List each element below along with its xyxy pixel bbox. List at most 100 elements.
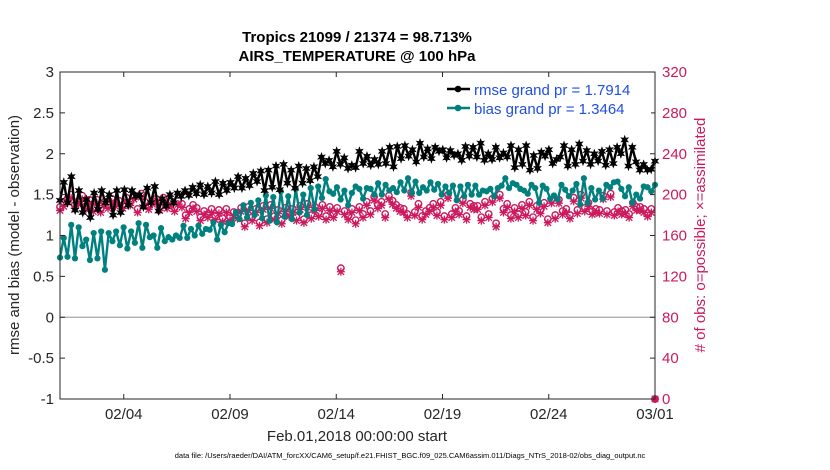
bias-point [157, 225, 165, 232]
obs-assimilated-point [643, 212, 652, 221]
rmse-point [385, 142, 395, 153]
bias-point [472, 182, 479, 189]
bias-point [195, 222, 202, 229]
bias-point [550, 192, 558, 199]
x-tick-label: 02/24 [530, 406, 568, 423]
obs-assimilated-point [473, 205, 482, 214]
x-tick-label: 03/01 [636, 406, 674, 423]
rmse-point [358, 158, 368, 169]
obs-assimilated-point [248, 216, 257, 225]
bias-point [255, 197, 262, 204]
rmse-point [415, 138, 425, 149]
rmse-point [499, 147, 508, 158]
obs-assimilated-point [566, 214, 574, 223]
obs-assimilated-point [388, 200, 397, 209]
rmse-point [123, 200, 133, 211]
bias-point [502, 175, 509, 182]
rmse-point [66, 171, 76, 182]
obs-assimilated-point [222, 208, 231, 217]
obs-assimilated-point [333, 207, 342, 216]
bias-point [258, 215, 266, 222]
rmse-point [116, 207, 126, 218]
bias-point [229, 220, 236, 228]
obs-assimilated-point [407, 192, 416, 201]
bias-point [131, 239, 138, 246]
y-right-tick-label: 0 [662, 391, 670, 408]
legend-box [443, 78, 651, 120]
rmse-point [195, 179, 205, 190]
bias-point [341, 187, 348, 194]
bias-point [378, 191, 385, 198]
y-tick-label: 2 [46, 146, 54, 163]
obs-assimilated-point [104, 204, 113, 213]
bias-point [176, 234, 183, 242]
bias-point [371, 191, 378, 198]
obs-assimilated-point [170, 207, 179, 216]
rmse-point [82, 194, 91, 205]
bias-point [431, 186, 438, 193]
rmse-point [521, 140, 531, 151]
obs-assimilated-point [499, 208, 508, 217]
bias-point [562, 186, 569, 193]
bias-point [266, 217, 273, 224]
rmse-point [529, 150, 539, 161]
rmse-point [589, 148, 599, 159]
bias-point [296, 209, 303, 216]
rmse-point [313, 171, 323, 182]
obs-assimilated-point [129, 195, 138, 204]
obs-assimilated-point [503, 203, 512, 212]
bias-point [618, 185, 625, 193]
bias-point [389, 184, 397, 192]
rmse-point [290, 183, 300, 194]
bias-point [124, 245, 131, 252]
bias-point [490, 193, 498, 200]
bias-point [505, 184, 513, 192]
rmse-point [370, 154, 379, 165]
bias-point [71, 255, 79, 262]
obs-assimilated-point [580, 207, 589, 216]
bias-point [614, 178, 621, 185]
rmse-point [237, 183, 247, 194]
bias-point [554, 196, 561, 203]
bias-point [644, 184, 651, 191]
obs-assimilated-point [510, 207, 519, 216]
obs-assimilated-point [558, 210, 567, 219]
bias-point [139, 244, 146, 251]
bias-point [446, 189, 453, 197]
rmse-point [427, 153, 436, 164]
bias-point [98, 228, 105, 235]
y-right-tick-label: 200 [662, 187, 687, 204]
bias-point [442, 183, 449, 190]
y-tick-label: 0.5 [33, 268, 54, 285]
bias-point [588, 184, 595, 192]
obs-assimilated-point [532, 205, 541, 214]
rmse-point [305, 175, 315, 186]
bias-point [584, 199, 591, 206]
bias-point [311, 206, 318, 213]
bias-point [412, 178, 419, 185]
y-right-tick-label: 240 [662, 146, 687, 163]
obs-assimilated-point [396, 207, 404, 216]
bias-point [300, 191, 307, 198]
bias-point [303, 211, 311, 219]
bias-point [565, 193, 573, 200]
bias-point [322, 175, 329, 183]
bias-point [393, 189, 400, 196]
obs-assimilated-point [362, 201, 371, 210]
obs-assimilated-point [307, 214, 316, 223]
obs-assimilated-point [451, 207, 460, 216]
obs-assimilated-point [606, 193, 615, 202]
bias-point [625, 184, 632, 191]
rmse-point [85, 212, 95, 223]
obs-assimilated-point [96, 208, 105, 217]
obs-assimilated-point [67, 194, 76, 203]
obs-assimilated-point [639, 208, 648, 217]
rmse-point [97, 185, 107, 196]
rmse-point [601, 160, 611, 171]
bias-point [423, 187, 430, 194]
rmse-point [199, 189, 209, 200]
bias-point [318, 194, 326, 201]
bias-point [427, 179, 434, 186]
bias-point [281, 213, 288, 220]
obs-assimilated-point [399, 208, 408, 217]
